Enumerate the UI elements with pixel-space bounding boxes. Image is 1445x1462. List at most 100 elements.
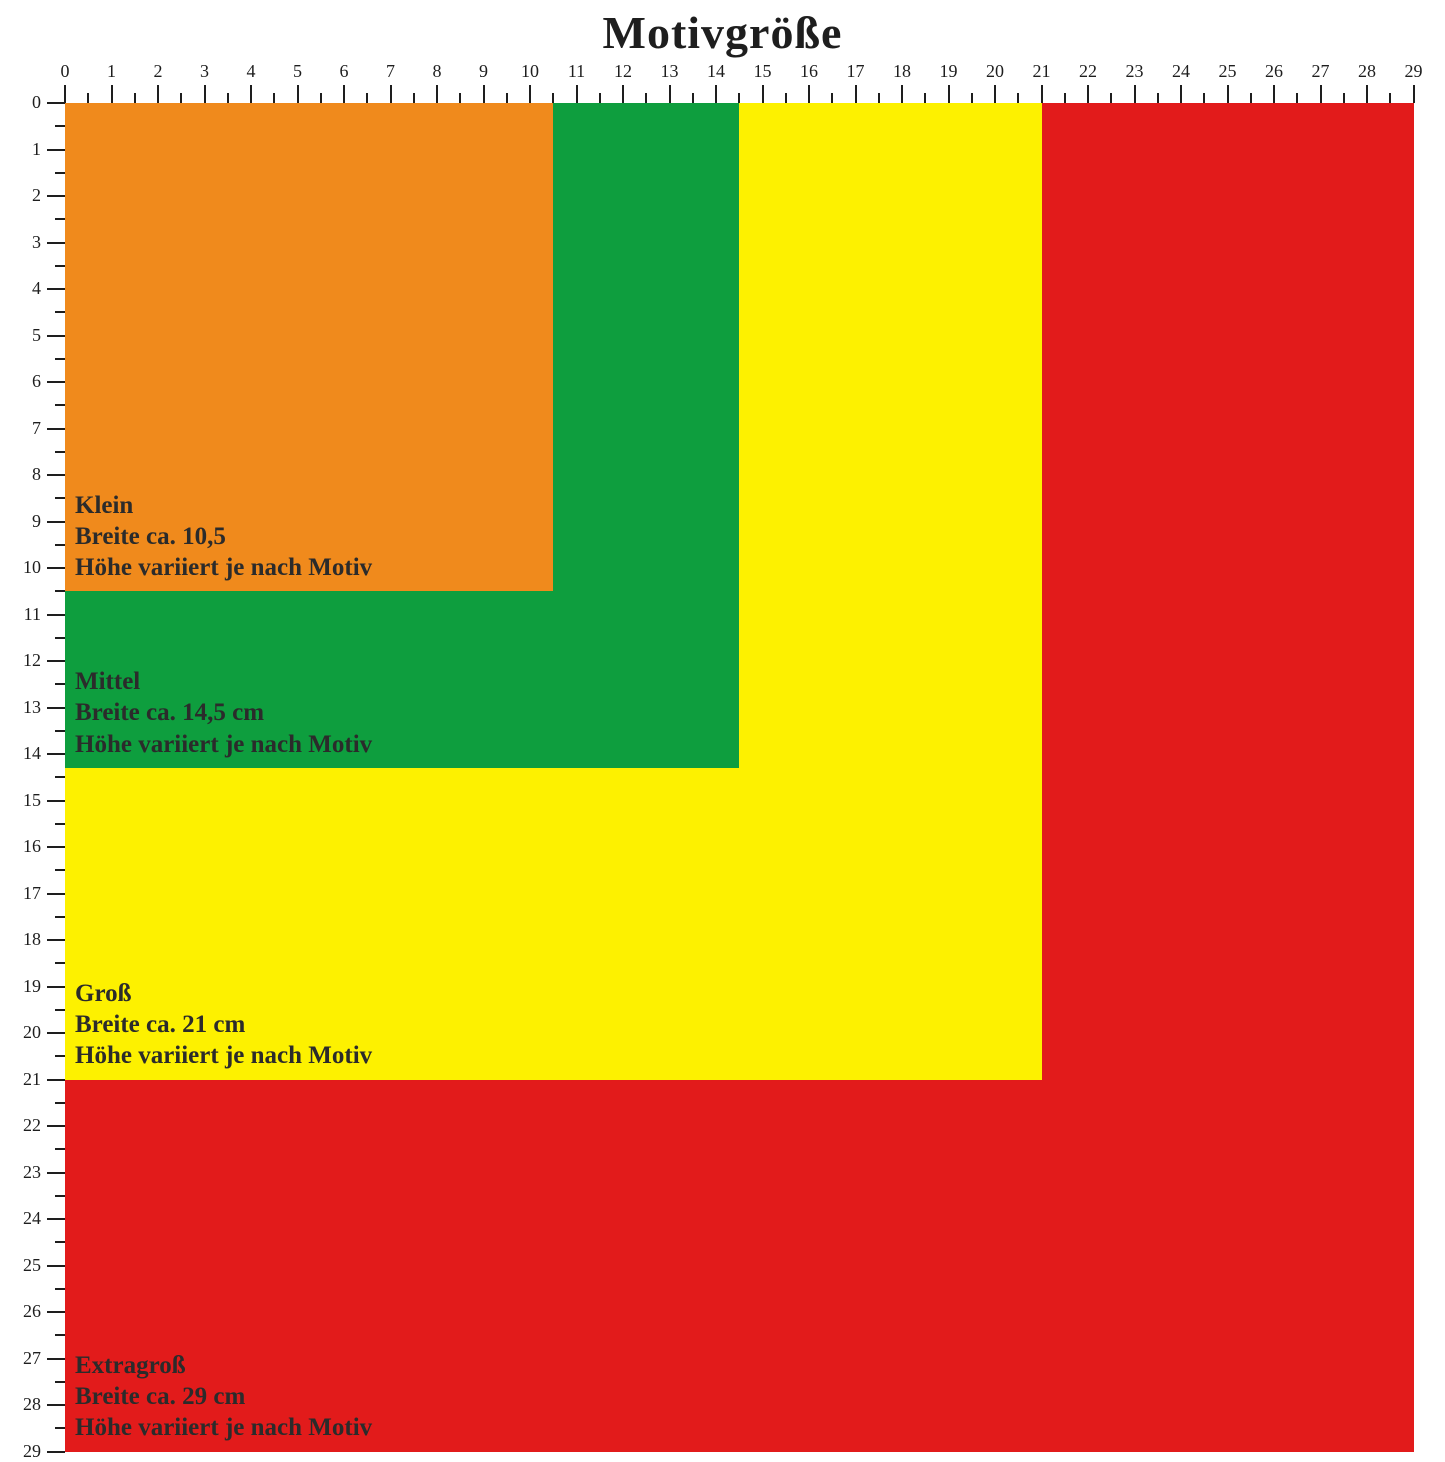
tick-top xyxy=(622,85,624,103)
tick-top xyxy=(436,85,438,103)
tick-left xyxy=(47,1404,65,1406)
tick-left-minor xyxy=(55,683,65,685)
tick-top-minor xyxy=(1343,93,1345,103)
tick-label-left: 4 xyxy=(7,278,41,299)
tick-left xyxy=(47,1032,65,1034)
tick-left xyxy=(47,846,65,848)
tick-left xyxy=(47,1451,65,1453)
tick-top-minor xyxy=(180,93,182,103)
tick-label-left: 23 xyxy=(7,1162,41,1183)
tick-label-left: 18 xyxy=(7,929,41,950)
tick-top-minor xyxy=(1389,93,1391,103)
tick-label-top: 16 xyxy=(794,61,824,82)
tick-top xyxy=(1134,85,1136,103)
tick-label-left: 8 xyxy=(7,464,41,485)
tick-top-minor xyxy=(273,93,275,103)
tick-top xyxy=(994,85,996,103)
tick-left-minor xyxy=(55,544,65,546)
tick-label-left: 6 xyxy=(7,371,41,392)
tick-left xyxy=(47,1311,65,1313)
tick-left-minor xyxy=(55,1288,65,1290)
tick-top-minor xyxy=(1250,93,1252,103)
tick-left xyxy=(47,614,65,616)
tick-label-left: 20 xyxy=(7,1022,41,1043)
size-label-groß: GroßBreite ca. 21 cmHöhe variiert je nac… xyxy=(75,978,372,1072)
tick-left-minor xyxy=(55,776,65,778)
tick-label-top: 5 xyxy=(283,61,313,82)
tick-top xyxy=(1227,85,1229,103)
tick-label-left: 10 xyxy=(7,557,41,578)
tick-top xyxy=(343,85,345,103)
tick-label-left: 25 xyxy=(7,1255,41,1276)
tick-top-minor xyxy=(413,93,415,103)
tick-label-top: 26 xyxy=(1259,61,1289,82)
tick-label-left: 9 xyxy=(7,511,41,532)
tick-top xyxy=(1087,85,1089,103)
tick-left xyxy=(47,986,65,988)
tick-top-minor xyxy=(692,93,694,103)
tick-left xyxy=(47,1265,65,1267)
tick-label-top: 8 xyxy=(422,61,452,82)
tick-label-left: 0 xyxy=(7,92,41,113)
size-label-line: Groß xyxy=(75,978,372,1009)
size-label-line: Höhe variiert je nach Motiv xyxy=(75,729,372,760)
tick-left xyxy=(47,660,65,662)
tick-top-minor xyxy=(1203,93,1205,103)
tick-label-top: 24 xyxy=(1166,61,1196,82)
tick-top xyxy=(157,85,159,103)
tick-left xyxy=(47,242,65,244)
tick-label-left: 15 xyxy=(7,790,41,811)
tick-label-left: 26 xyxy=(7,1301,41,1322)
tick-left-minor xyxy=(55,637,65,639)
tick-top-minor xyxy=(924,93,926,103)
size-label-line: Höhe variiert je nach Motiv xyxy=(75,1412,372,1443)
tick-label-left: 7 xyxy=(7,418,41,439)
tick-top xyxy=(669,85,671,103)
size-label-line: Breite ca. 14,5 cm xyxy=(75,697,372,728)
tick-top xyxy=(483,85,485,103)
tick-top-minor xyxy=(785,93,787,103)
tick-top xyxy=(204,85,206,103)
tick-left-minor xyxy=(55,1102,65,1104)
tick-left xyxy=(47,474,65,476)
tick-left-minor xyxy=(55,1148,65,1150)
tick-label-left: 27 xyxy=(7,1348,41,1369)
tick-label-top: 22 xyxy=(1073,61,1103,82)
tick-label-top: 21 xyxy=(1027,61,1057,82)
tick-label-top: 15 xyxy=(748,61,778,82)
tick-label-top: 19 xyxy=(934,61,964,82)
tick-left-minor xyxy=(55,730,65,732)
tick-top-minor xyxy=(227,93,229,103)
tick-label-left: 21 xyxy=(7,1069,41,1090)
size-label-line: Höhe variiert je nach Motiv xyxy=(75,552,372,583)
size-label-line: Klein xyxy=(75,490,372,521)
tick-top-minor xyxy=(878,93,880,103)
tick-left xyxy=(47,149,65,151)
tick-label-top: 25 xyxy=(1213,61,1243,82)
tick-label-top: 23 xyxy=(1120,61,1150,82)
tick-left-minor xyxy=(55,404,65,406)
tick-label-left: 12 xyxy=(7,650,41,671)
tick-top-minor xyxy=(1296,93,1298,103)
tick-top-minor xyxy=(552,93,554,103)
tick-left xyxy=(47,1358,65,1360)
tick-top-minor xyxy=(459,93,461,103)
tick-top xyxy=(715,85,717,103)
tick-top-minor xyxy=(1157,93,1159,103)
tick-left-minor xyxy=(55,1427,65,1429)
tick-top xyxy=(762,85,764,103)
tick-top xyxy=(948,85,950,103)
tick-top xyxy=(576,85,578,103)
tick-top xyxy=(111,85,113,103)
tick-top xyxy=(529,85,531,103)
tick-top-minor xyxy=(134,93,136,103)
tick-top xyxy=(1041,85,1043,103)
tick-label-left: 1 xyxy=(7,139,41,160)
tick-top xyxy=(1273,85,1275,103)
tick-label-top: 3 xyxy=(190,61,220,82)
tick-left-minor xyxy=(55,1241,65,1243)
tick-left-minor xyxy=(55,1334,65,1336)
tick-top-minor xyxy=(87,93,89,103)
tick-left xyxy=(47,428,65,430)
tick-left xyxy=(47,1125,65,1127)
